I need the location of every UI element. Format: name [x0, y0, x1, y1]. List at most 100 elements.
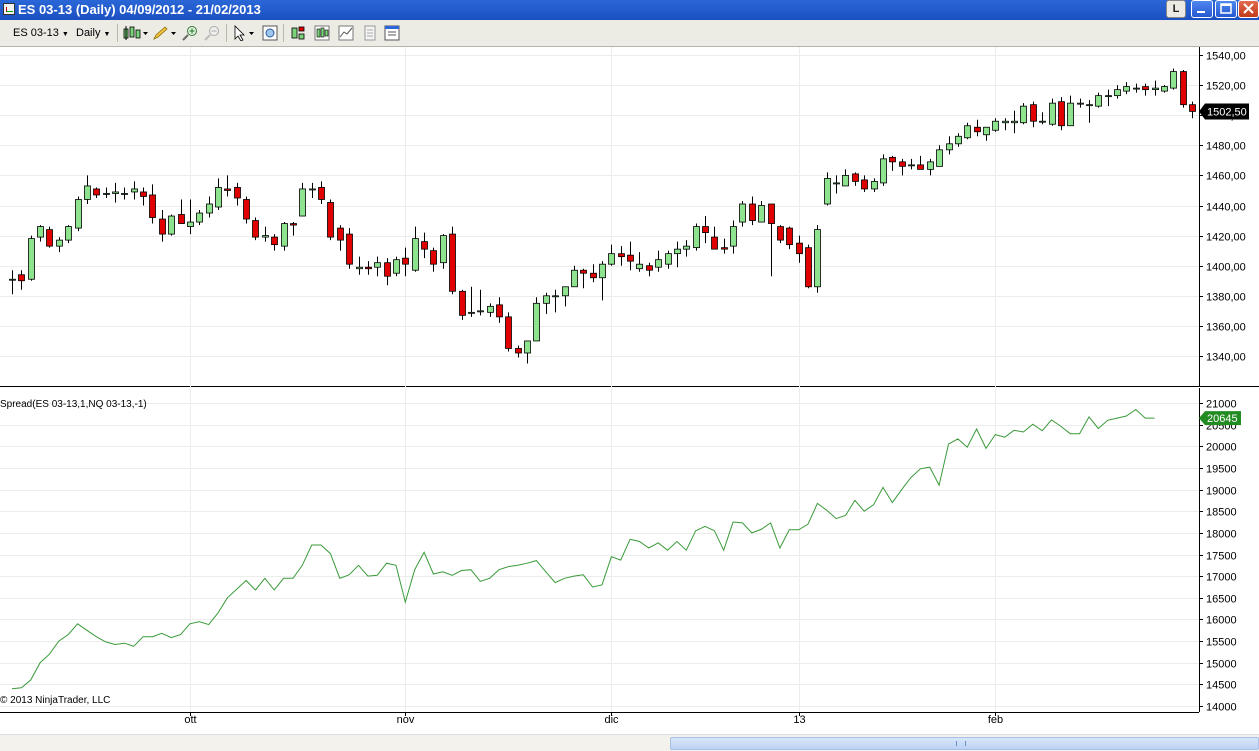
up-candle [1105, 95, 1112, 98]
up-candle [599, 263, 606, 279]
chevron-down-icon: ▼ [103, 31, 111, 38]
down-candle [852, 173, 859, 182]
up-candle [1123, 86, 1130, 92]
time-axis-ticks: ott nov dic 13 feb [184, 712, 1003, 726]
time-tick-label: feb [988, 714, 1003, 726]
chart-trader-icon[interactable] [290, 25, 306, 41]
up-candle [1114, 89, 1121, 97]
down-candle [627, 254, 634, 262]
pencil-icon[interactable] [152, 25, 178, 41]
up-candle [206, 203, 213, 214]
down-candle [290, 223, 297, 226]
chart-toolbar: ES 03-13 ▼ Daily ▼ [0, 20, 1259, 47]
close-icon [1243, 3, 1254, 14]
spread-tick-label: 15500 [1206, 637, 1237, 649]
up-candle [281, 223, 288, 247]
down-candle [337, 227, 344, 241]
indicators-icon[interactable] [338, 25, 354, 41]
up-candle [552, 295, 559, 298]
time-tick-label: 13 [793, 714, 805, 726]
up-candle [468, 311, 475, 314]
up-candle [196, 212, 203, 223]
time-tick-label: nov [397, 714, 415, 726]
down-candle [140, 191, 147, 197]
up-candle [1133, 87, 1140, 90]
spread-series-line [11, 408, 1155, 690]
zoom-out-icon[interactable] [204, 25, 220, 41]
link-button[interactable]: L [1166, 0, 1186, 18]
up-candle [1049, 102, 1056, 125]
up-candle [9, 278, 16, 281]
up-candle [880, 158, 887, 184]
minimize-button[interactable] [1191, 0, 1213, 18]
price-tick-label: 1480,00 [1206, 141, 1246, 153]
up-candle [1067, 102, 1074, 127]
last-price-badge: 1502,50 [1199, 103, 1249, 120]
down-candle [93, 188, 100, 196]
up-candle [440, 235, 447, 264]
cursor-icon[interactable] [232, 25, 258, 41]
spread-tick-label: 14500 [1206, 680, 1237, 692]
up-candle [665, 253, 672, 265]
instrument-selector[interactable]: ES 03-13 ▼ [13, 27, 69, 39]
time-axis: ott nov dic 13 feb [0, 712, 1259, 734]
candlestick-chart[interactable]: 1540,001520,001500,001480,001460,001440,… [0, 47, 1259, 387]
down-candle [1058, 101, 1065, 127]
spread-panel[interactable]: 21000 20500 20000 19500 19000 18500 18000 17500… [0, 388, 1259, 714]
down-candle [505, 316, 512, 349]
spread-tick-label: 18000 [1206, 529, 1237, 541]
down-candle [234, 187, 241, 199]
down-candle [459, 290, 466, 316]
up-candle [608, 253, 615, 265]
chart-style-icon[interactable] [123, 25, 149, 41]
properties-icon[interactable] [384, 25, 400, 41]
down-candle [1142, 86, 1149, 91]
maximize-button[interactable] [1215, 0, 1237, 18]
data-box-icon[interactable] [262, 25, 278, 41]
strategies-icon[interactable] [362, 25, 378, 41]
up-candle [1039, 120, 1046, 123]
up-candle [730, 226, 737, 247]
spread-tick-label: 17000 [1206, 572, 1237, 584]
interval-selector[interactable]: Daily ▼ [76, 27, 110, 39]
up-candle [75, 199, 82, 229]
up-candle [562, 286, 569, 297]
down-candle [590, 272, 597, 279]
up-candle [533, 302, 540, 342]
price-tick-label: 1380,00 [1206, 292, 1246, 304]
down-candle [449, 233, 456, 292]
up-candle [112, 191, 119, 194]
interval-label: Daily [76, 27, 101, 39]
last-price-label: 1502,50 [1207, 106, 1247, 118]
window-title-bar[interactable]: ES 03-13 (Daily) 04/09/2012 - 21/02/2013… [0, 0, 1259, 20]
price-panel[interactable]: 1540,001520,001500,001480,001460,001440,… [0, 47, 1259, 387]
up-candle [1086, 104, 1093, 107]
scrollbar-thumb[interactable] [670, 737, 1259, 750]
up-candle [487, 305, 494, 313]
up-candle [262, 235, 269, 238]
spread-tick-label: 15000 [1206, 659, 1237, 671]
down-candle [149, 194, 156, 218]
up-candle [674, 248, 681, 255]
down-candle [796, 242, 803, 255]
bars-icon[interactable] [314, 25, 330, 41]
up-candle [964, 125, 971, 139]
spread-line-chart[interactable]: 2100020500200001950019000185001800017500… [0, 388, 1259, 714]
down-candle [430, 250, 437, 265]
zoom-in-icon[interactable] [182, 25, 198, 41]
down-candle [777, 226, 784, 241]
up-candle [739, 203, 746, 223]
down-candle [421, 241, 428, 250]
price-axis-ticks: 1540,001520,001500,001480,001460,001440,… [1199, 51, 1246, 364]
up-candle [309, 188, 316, 191]
price-tick-label: 1540,00 [1206, 51, 1246, 63]
up-candle [1161, 86, 1168, 92]
up-candle [683, 245, 690, 250]
close-button[interactable] [1238, 0, 1259, 18]
chart-app-icon [3, 3, 15, 15]
up-candle [824, 178, 831, 205]
horizontal-scrollbar[interactable] [0, 734, 1259, 751]
up-candle [356, 266, 363, 270]
down-candle [496, 304, 503, 318]
up-candle [871, 181, 878, 190]
